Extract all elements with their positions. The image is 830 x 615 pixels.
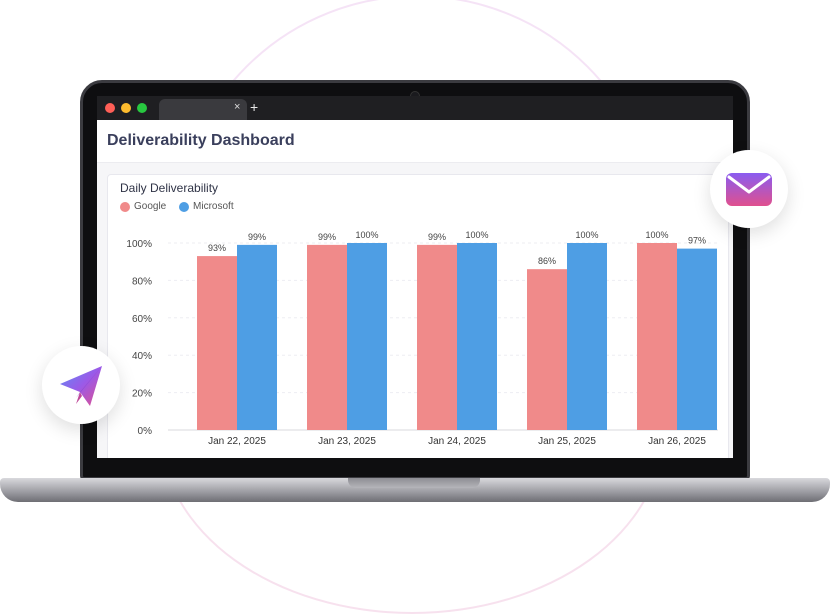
x-tick-label: Jan 22, 2025 bbox=[208, 436, 266, 447]
bar-google bbox=[527, 269, 567, 430]
send-badge bbox=[42, 346, 120, 424]
mail-badge bbox=[710, 150, 788, 228]
laptop-base-notch bbox=[348, 478, 480, 488]
close-tab-icon[interactable]: × bbox=[234, 101, 241, 113]
y-tick-label: 0% bbox=[138, 426, 153, 437]
legend-label-google: Google bbox=[134, 201, 167, 212]
browser-chrome: × + bbox=[97, 96, 733, 120]
data-label: 97% bbox=[688, 236, 706, 246]
bar-microsoft bbox=[457, 243, 497, 430]
data-label: 100% bbox=[465, 230, 488, 240]
legend-item-microsoft[interactable]: Microsoft bbox=[179, 201, 234, 212]
page-title: Deliverability Dashboard bbox=[107, 132, 295, 149]
legend-swatch-microsoft bbox=[179, 201, 190, 212]
bar-google bbox=[197, 256, 237, 430]
page-header: Deliverability Dashboard bbox=[97, 120, 733, 163]
chart-legend: Google Microsoft bbox=[120, 201, 244, 215]
data-label: 93% bbox=[208, 243, 226, 253]
chart-title: Daily Deliverability bbox=[120, 181, 219, 195]
data-label: 100% bbox=[575, 230, 598, 240]
new-tab-button[interactable]: + bbox=[250, 99, 259, 115]
bar-microsoft bbox=[567, 243, 607, 430]
minimize-window-button[interactable] bbox=[121, 103, 131, 113]
data-label: 99% bbox=[318, 232, 336, 242]
data-label: 86% bbox=[538, 256, 556, 266]
y-tick-label: 40% bbox=[132, 351, 152, 362]
data-label: 100% bbox=[645, 230, 668, 240]
y-tick-label: 100% bbox=[126, 239, 152, 250]
data-label: 100% bbox=[355, 230, 378, 240]
x-tick-label: Jan 24, 2025 bbox=[428, 436, 486, 447]
data-label: 99% bbox=[248, 232, 266, 242]
browser-tab[interactable] bbox=[159, 99, 247, 120]
data-label: 99% bbox=[428, 232, 446, 242]
legend-swatch-google bbox=[120, 201, 130, 212]
y-tick-label: 80% bbox=[132, 276, 152, 287]
x-tick-label: Jan 25, 2025 bbox=[538, 436, 596, 447]
bar-google bbox=[307, 244, 347, 430]
legend-item-google[interactable]: Google bbox=[120, 201, 166, 212]
bar-google bbox=[637, 243, 677, 430]
bar-chart: 0% 20% 40% 60% 80% 100% 93% 99% Jan 22, 2025 99% 1… bbox=[126, 230, 718, 447]
paper-plane-icon bbox=[60, 366, 102, 406]
close-window-button[interactable] bbox=[105, 103, 115, 113]
laptop-screen: × + Deliverability Dashboard Daily Deliv… bbox=[97, 96, 733, 458]
chart-card: Daily Deliverability Google Microsoft 0%… bbox=[107, 174, 729, 458]
y-tick-label: 60% bbox=[132, 314, 152, 325]
x-tick-label: Jan 23, 2025 bbox=[318, 436, 376, 447]
bar-microsoft bbox=[677, 248, 717, 430]
bar-microsoft bbox=[347, 243, 387, 430]
mail-icon bbox=[726, 173, 772, 206]
maximize-window-button[interactable] bbox=[137, 103, 147, 113]
x-tick-label: Jan 26, 2025 bbox=[648, 436, 706, 447]
legend-label-microsoft: Microsoft bbox=[193, 201, 234, 212]
bar-microsoft bbox=[237, 244, 277, 430]
y-tick-label: 20% bbox=[132, 389, 152, 400]
bar-google bbox=[417, 244, 457, 430]
